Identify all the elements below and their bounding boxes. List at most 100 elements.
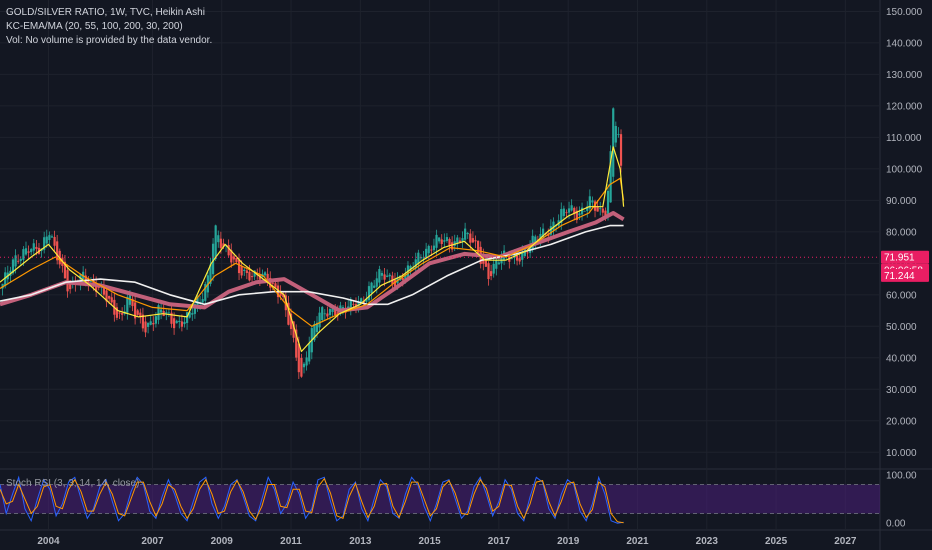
candle-body [24,248,28,255]
candle-body [453,241,456,246]
candle-body [287,302,290,325]
candle-body [115,307,119,318]
time-tick-label: 2017 [488,536,511,547]
candle-body [331,306,334,312]
candle-body [495,259,498,269]
candle-body [227,245,230,256]
candle-body [157,305,160,320]
candle-body [79,274,82,284]
price-tick-label: 60.000 [886,290,917,301]
candle-body [92,280,95,285]
candle-body [243,269,246,271]
candle-body [451,242,454,250]
candle-body [175,320,178,324]
candle-body [357,301,360,307]
candle-body [388,274,391,277]
candle-body [118,312,121,314]
candle-body [305,357,308,366]
candle-body [253,270,256,277]
candle-body [336,312,339,314]
candle-body [144,321,147,333]
candle-body [121,313,124,315]
candle-body [414,259,417,269]
stoch-tick-label: 0.00 [886,519,906,530]
candle-body [487,263,490,280]
candle-body [297,343,300,373]
candle-body [492,263,495,274]
candle-body [183,321,186,325]
candle-body [448,239,451,246]
candle-body [443,240,446,242]
candle-body [401,277,404,281]
candle-body [35,246,38,249]
price-tick-label: 150.000 [886,7,923,18]
time-tick-label: 2007 [141,536,164,547]
price-tick-label: 20.000 [886,416,917,427]
candle-body [235,257,238,262]
candle-body [266,273,269,283]
candle-body [591,200,594,203]
candle-body [105,290,108,302]
candle-body [578,213,581,216]
candle-body [596,206,599,212]
candle-body [399,275,402,281]
candle-body [484,259,488,267]
ma-value-tag: 71.244 [884,271,915,282]
legend-stoch-rsi[interactable]: Stoch RSI (3, 3, 14, 14, close) [6,478,140,489]
candle-body [435,234,438,248]
candle-body [167,312,170,314]
candle-body [17,260,20,262]
candle-body [469,233,472,243]
candle-body [601,208,604,213]
candle-body [606,190,610,214]
candle-body [284,295,287,311]
candle-body [126,296,129,313]
candle-body [341,306,345,310]
candle-body [445,237,449,241]
candle-body [245,270,248,274]
candle-body [373,285,376,288]
candle-body [160,309,163,313]
candle-body [87,279,90,285]
candle-body [22,249,25,260]
stoch-axis[interactable]: 100.00 0.00 [886,470,917,529]
candle-body [427,245,430,254]
candle-body [570,205,573,211]
candle-body [573,207,576,214]
candle-body [274,283,277,288]
candle-body [318,312,321,328]
legend-indicator[interactable]: KC-EMA/MA (20, 55, 100, 200, 30, 200) [6,21,183,32]
candle-body [237,259,241,274]
candle-body [386,275,389,278]
candle-body [30,249,33,253]
time-tick-label: 2021 [626,536,649,547]
candle-body [232,256,235,260]
price-tags: 71.95106:06:5871.244 [881,250,929,282]
price-tick-label: 110.000 [886,133,922,144]
candle-body [191,313,194,315]
candle-body [464,228,467,240]
time-tick-label: 2009 [211,536,234,547]
time-tick-label: 2004 [37,536,60,547]
candle-body [154,316,158,324]
candle-body [409,265,412,272]
price-axis[interactable]: 150.000 140.000 130.000 120.000 110.000 100.0… [886,7,923,459]
legend-symbol[interactable]: GOLD/SILVER RATIO, 1W, TVC, Heikin Ashi [6,7,205,18]
price-tick-label: 50.000 [886,322,917,333]
candle-body [474,240,477,242]
time-axis[interactable]: 2004 2007 2009 2011 2013 2015 2017 2019 2021 2023… [37,536,857,547]
legend-volume: Vol: No volume is provided by the data v… [6,35,213,46]
candle-body [326,313,329,317]
candle-body [240,266,243,276]
candle-body [380,273,384,276]
ma200-line [0,224,624,306]
candle-body [219,238,222,249]
candle-body [370,282,373,294]
candle-body [185,312,189,323]
candle-body [378,269,381,283]
candle-body [217,235,220,243]
candle-body [518,258,521,262]
candle-body [308,343,311,362]
candle-body [315,322,319,333]
